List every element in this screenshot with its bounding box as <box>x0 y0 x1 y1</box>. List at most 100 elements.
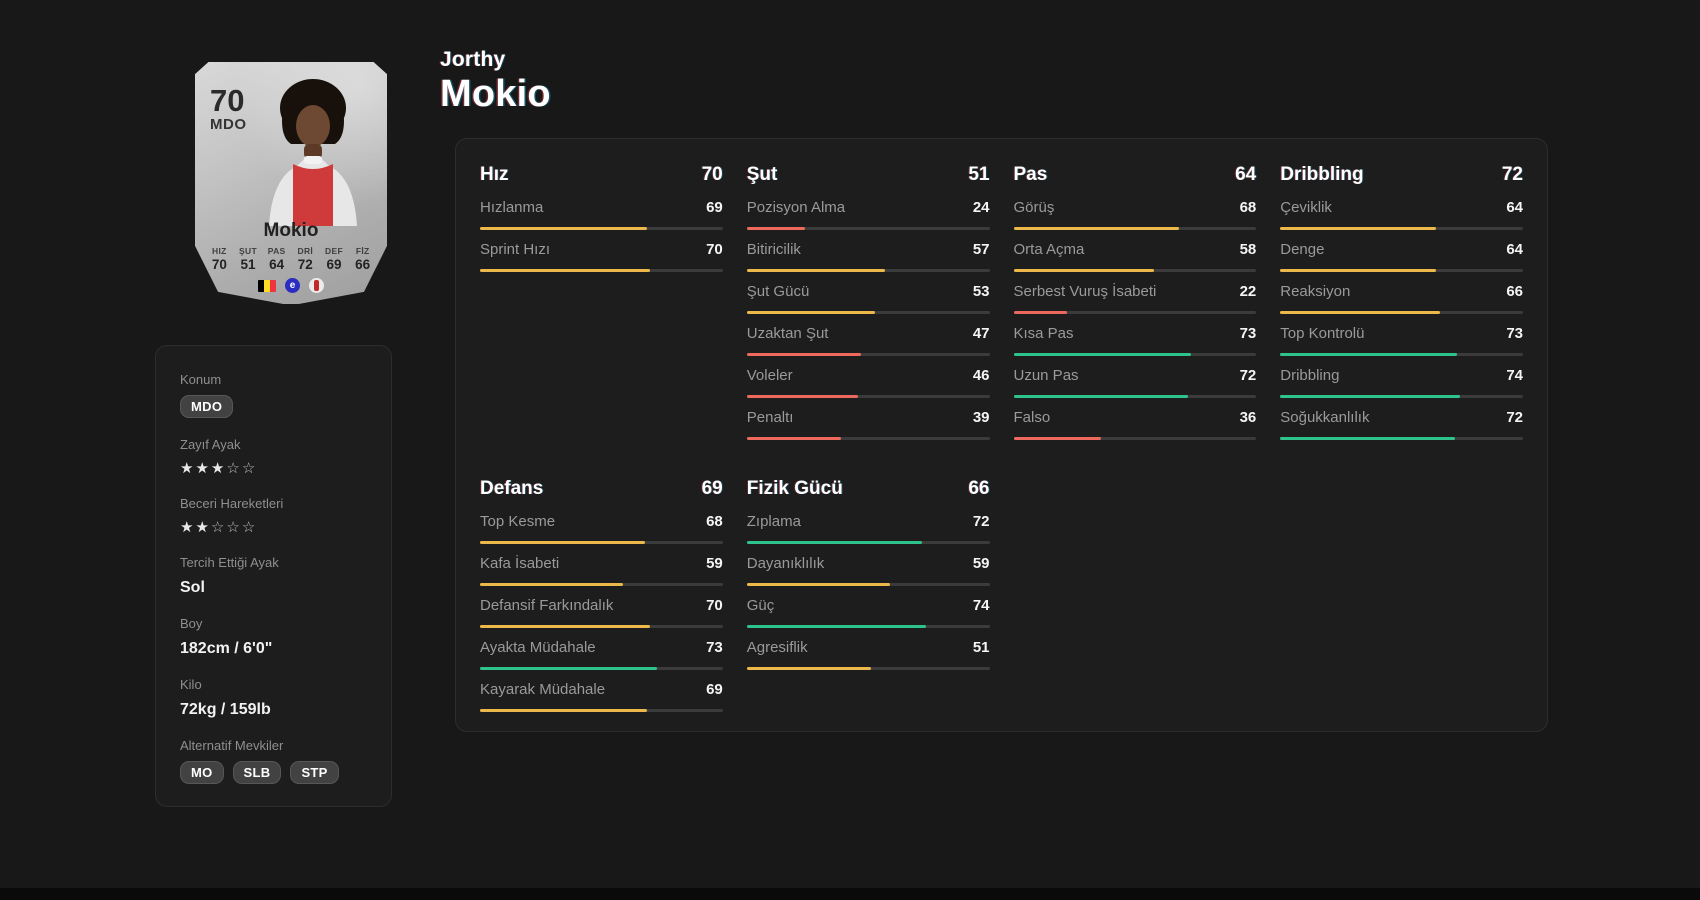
stat-section: Hız 70 Hızlanma 69 Sprint Hızı 70 <box>480 163 723 283</box>
stat-bar-fill <box>1013 437 1101 440</box>
stat-value: 69 <box>706 199 723 216</box>
info-value: Sol <box>180 579 205 596</box>
stat-line: Dayanıklılık 59 <box>747 555 990 573</box>
card-stat-label: DRİ <box>297 246 314 256</box>
section-value: 72 <box>1501 164 1523 185</box>
stat-bar-fill <box>746 583 890 586</box>
stat-row: Dribbling 74 <box>1280 367 1523 398</box>
stat-row: Top Kontrolü 73 <box>1280 325 1523 356</box>
stat-label: Penaltı <box>746 409 794 426</box>
stat-label: Sprint Hızı <box>480 241 551 258</box>
stat-label: Orta Açma <box>1013 241 1085 258</box>
section-title: Dribbling <box>1280 164 1364 185</box>
stat-bar-fill <box>1280 227 1436 230</box>
stat-bar-fill <box>480 709 648 712</box>
stat-row: Kısa Pas 73 <box>1013 325 1257 356</box>
section-title: Şut <box>746 164 778 185</box>
star-filled-icon: ★ <box>180 519 196 536</box>
stat-label: Bitiricilik <box>746 241 801 258</box>
stat-label: Görüş <box>1013 199 1055 216</box>
stat-bar-fill <box>1013 311 1067 314</box>
stat-bar-fill <box>746 311 876 314</box>
section-value: 66 <box>968 478 990 499</box>
stat-line: Sprint Hızı 70 <box>480 241 723 259</box>
position-badge: STP <box>290 761 339 784</box>
stat-bar-fill <box>746 541 922 544</box>
stat-value: 68 <box>706 513 723 530</box>
stat-bar-fill <box>480 541 646 544</box>
stat-bar <box>1280 311 1523 314</box>
section-value: 70 <box>701 164 723 185</box>
stat-label: Pozisyon Alma <box>746 199 846 216</box>
eredivisie-logo-icon: e <box>285 278 300 293</box>
stat-label: Reaksiyon <box>1280 283 1351 300</box>
stat-line: Top Kesme 68 <box>480 513 723 531</box>
card-stat-label: PAS <box>267 246 286 256</box>
info-label: Alternatif Mevkiler <box>180 738 284 753</box>
stat-bar <box>746 311 990 314</box>
star-filled-icon: ★ <box>210 460 227 477</box>
stat-bar <box>1013 311 1257 314</box>
stat-bar-fill <box>1013 353 1191 356</box>
stat-value: 73 <box>1239 325 1257 342</box>
stat-line: Kısa Pas 73 <box>1014 325 1257 343</box>
player-last-name: Mokio <box>440 73 551 115</box>
stat-section: Defans 69 Top Kesme 68 Kafa İsabeti 59 D… <box>480 477 723 723</box>
stat-row: Bitiricilik 57 <box>746 241 990 272</box>
stat-row: Çeviklik 64 <box>1280 199 1523 230</box>
stat-value: 53 <box>972 283 990 300</box>
stat-value: 58 <box>1239 241 1257 258</box>
stat-line: Dribbling 74 <box>1280 367 1523 385</box>
stat-line: Şut Gücü 53 <box>747 283 990 301</box>
stat-bar-fill <box>746 437 842 440</box>
stat-bar <box>1280 437 1523 440</box>
stat-line: Uzaktan Şut 47 <box>747 325 990 343</box>
section-header: Pas 64 <box>1014 163 1257 187</box>
stat-section: Dribbling 72 Çeviklik 64 Denge 64 Reaksi… <box>1280 163 1523 451</box>
stat-line: Zıplama 72 <box>747 513 990 531</box>
stat-line: Defansif Farkındalık 70 <box>480 597 723 615</box>
stat-row: Uzun Pas 72 <box>1013 367 1257 398</box>
section-rows: Top Kesme 68 Kafa İsabeti 59 Defansif Fa… <box>480 513 723 712</box>
stat-bar <box>746 227 990 230</box>
stat-value: 22 <box>1239 283 1257 300</box>
stat-line: Penaltı 39 <box>747 409 990 427</box>
card-stat-label: DEF <box>325 246 343 256</box>
stat-line: Kafa İsabeti 59 <box>480 555 723 573</box>
card-stat-value: 69 <box>326 257 342 272</box>
info-content: Sol <box>180 578 367 597</box>
star-empty-icon: ☆ <box>241 460 258 477</box>
section-title: Fizik Gücü <box>746 478 843 499</box>
stat-value: 74 <box>1506 367 1523 384</box>
stat-section: Şut 51 Pozisyon Alma 24 Bitiricilik 57 Ş… <box>746 163 990 451</box>
stat-label: Güç <box>746 597 775 614</box>
player-stats-panel: Hız 70 Hızlanma 69 Sprint Hızı 70 Şut 51… <box>455 138 1548 732</box>
stat-label: Falso <box>1013 409 1051 426</box>
stat-row: Pozisyon Alma 24 <box>746 199 990 230</box>
position-badge: SLB <box>232 761 282 784</box>
info-label: Tercih Ettiği Ayak <box>180 555 279 570</box>
stat-value: 68 <box>1239 199 1257 216</box>
stat-bar <box>480 583 723 586</box>
stat-bar <box>480 227 723 230</box>
info-label: Konum <box>180 372 222 387</box>
stat-label: Soğukkanlılık <box>1280 409 1370 426</box>
stat-value: 64 <box>1506 199 1523 216</box>
stat-row: Orta Açma 58 <box>1013 241 1257 272</box>
stat-label: Hızlanma <box>480 199 544 216</box>
stat-label: Kafa İsabeti <box>480 555 560 572</box>
stat-bar-fill <box>746 667 871 670</box>
stat-bar-fill <box>746 227 805 230</box>
stat-label: Kayarak Müdahale <box>480 681 606 698</box>
stat-bar <box>480 269 723 272</box>
section-rows: Pozisyon Alma 24 Bitiricilik 57 Şut Gücü… <box>746 199 990 440</box>
stat-bar <box>1280 395 1523 398</box>
stat-line: Voleler 46 <box>747 367 990 385</box>
stat-bar <box>480 625 723 628</box>
stat-value: 47 <box>972 325 990 342</box>
stat-line: Reaksiyon 66 <box>1280 283 1523 301</box>
stat-row: Uzaktan Şut 47 <box>746 325 990 356</box>
stat-bar <box>746 625 990 628</box>
section-title: Hız <box>480 164 509 185</box>
card-stat: HIZ 70 <box>205 246 234 272</box>
